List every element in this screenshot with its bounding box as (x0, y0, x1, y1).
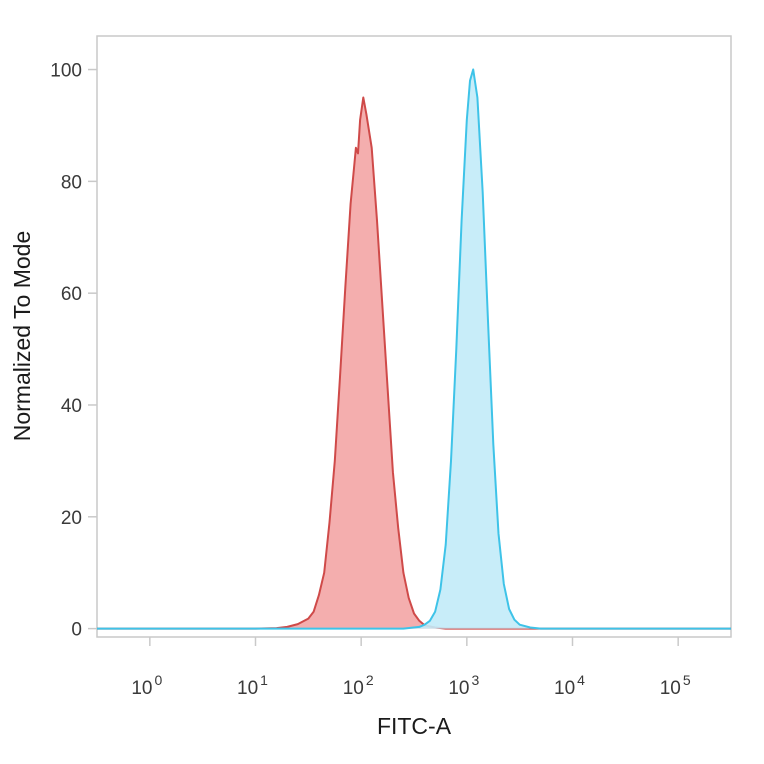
y-tick-label: 60 (61, 284, 82, 305)
histogram-curves (97, 68, 731, 630)
cyan-population-curve (97, 68, 731, 630)
y-axis-label: Normalized To Mode (9, 231, 35, 442)
y-tick-label: 80 (61, 172, 82, 193)
x-tick-label: 10 3 (448, 672, 479, 699)
axis-tick-labels: 10 0 10 1 10 2 10 3 10 4 10 5 0 20 40 60 80 100 (50, 61, 691, 699)
y-tick-label: 0 (71, 620, 82, 641)
axis-ticks (88, 68, 679, 646)
y-tick-label: 20 (61, 508, 82, 529)
x-axis-label: FITC-A (377, 713, 452, 739)
x-tick-label: 10 0 (131, 672, 162, 699)
x-tick-label: 10 5 (660, 672, 691, 699)
x-tick-label: 10 2 (343, 672, 374, 699)
red-population-curve (97, 96, 731, 630)
y-tick-label: 100 (50, 61, 82, 82)
plot-frame (96, 35, 732, 638)
x-tick-label: 10 4 (554, 672, 585, 699)
y-tick-label: 40 (61, 396, 82, 417)
x-tick-label: 10 1 (237, 672, 268, 699)
